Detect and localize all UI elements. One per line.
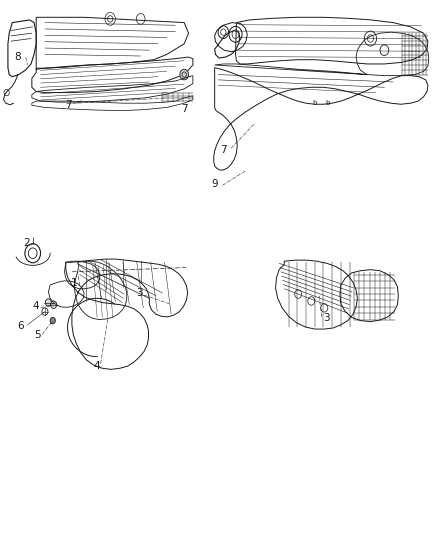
Text: 1: 1 [71,278,78,288]
Text: 9: 9 [212,179,218,189]
Circle shape [46,299,51,306]
Text: 5: 5 [34,330,40,341]
Text: 2: 2 [23,238,30,248]
Text: 3: 3 [324,313,330,324]
Text: b: b [313,100,317,106]
Text: 3: 3 [137,288,143,298]
Text: 6: 6 [18,321,24,331]
Text: 4: 4 [32,301,39,311]
Text: 8: 8 [14,52,21,62]
Text: 7: 7 [181,104,187,114]
Text: 4: 4 [93,361,99,371]
Circle shape [50,301,57,309]
Text: b: b [325,100,330,106]
Text: 7: 7 [220,145,226,155]
Text: 7: 7 [66,100,72,110]
Circle shape [50,317,55,324]
Circle shape [180,69,188,80]
